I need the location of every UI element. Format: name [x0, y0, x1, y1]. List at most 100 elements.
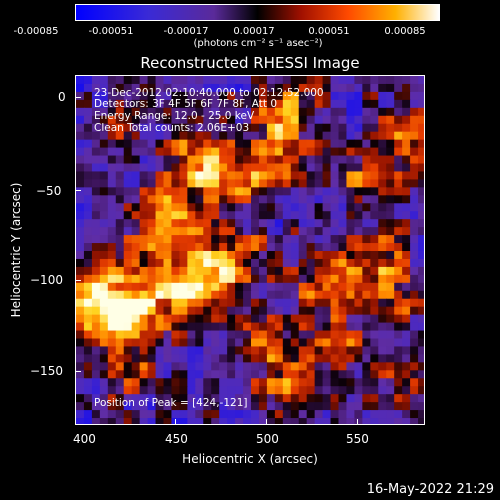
map-pixel — [139, 195, 149, 204]
map-pixel — [115, 266, 125, 276]
map-pixel — [418, 386, 424, 395]
x-tick-mark — [357, 419, 358, 425]
map-pixel — [282, 235, 292, 244]
map-pixel — [314, 83, 324, 93]
map-pixel — [131, 195, 141, 204]
map-pixel — [386, 219, 395, 228]
map-pixel — [171, 163, 180, 173]
map-pixel — [139, 139, 149, 149]
map-pixel — [155, 83, 165, 93]
map-pixel — [330, 378, 340, 387]
map-pixel — [139, 282, 149, 292]
map-pixel — [386, 83, 395, 93]
map-pixel — [314, 131, 324, 141]
map-pixel — [115, 354, 125, 363]
map-pixel — [203, 187, 212, 196]
map-pixel — [171, 354, 180, 363]
map-pixel — [418, 155, 424, 165]
map-pixel — [235, 155, 244, 165]
map-pixel — [274, 171, 284, 180]
map-pixel — [251, 322, 260, 332]
map-pixel — [187, 282, 196, 292]
map-pixel — [314, 410, 324, 419]
map-pixel — [235, 107, 244, 117]
map-pixel — [227, 354, 236, 363]
map-pixel — [76, 99, 85, 109]
map-pixel — [179, 362, 188, 371]
map-pixel — [91, 211, 101, 220]
map-pixel — [386, 386, 395, 395]
map-pixel — [314, 235, 324, 244]
map-pixel — [282, 362, 292, 371]
map-pixel — [338, 274, 348, 284]
map-pixel — [187, 163, 196, 173]
map-pixel — [362, 195, 371, 204]
map-pixel — [179, 306, 188, 316]
map-pixel — [394, 76, 403, 85]
map-pixel — [179, 139, 188, 149]
map-pixel — [298, 235, 308, 244]
map-pixel — [370, 83, 379, 93]
map-pixel — [187, 266, 196, 276]
map-pixel — [235, 386, 244, 395]
map-pixel — [290, 131, 300, 141]
map-pixel — [290, 378, 300, 387]
map-pixel — [227, 370, 236, 379]
map-pixel — [147, 346, 157, 355]
map-pixel — [76, 123, 85, 133]
map-pixel — [203, 171, 212, 180]
map-pixel — [219, 274, 228, 284]
map-pixel — [195, 418, 204, 424]
map-pixel — [91, 306, 101, 316]
map-pixel — [203, 410, 212, 419]
map-pixel — [298, 298, 308, 308]
map-pixel — [298, 354, 308, 363]
map-pixel — [187, 91, 196, 101]
map-pixel — [131, 338, 141, 348]
map-pixel — [418, 211, 424, 220]
map-pixel — [147, 354, 157, 363]
map-pixel — [171, 99, 180, 109]
map-pixel — [91, 258, 101, 268]
map-pixel — [322, 235, 332, 244]
map-pixel — [131, 274, 141, 284]
map-pixel — [282, 394, 292, 403]
map-pixel — [418, 163, 424, 173]
map-pixel — [290, 322, 300, 332]
map-pixel — [378, 139, 387, 149]
map-pixel — [394, 418, 403, 424]
map-pixel — [99, 251, 109, 260]
map-pixel — [354, 91, 363, 101]
map-pixel — [314, 386, 324, 395]
map-pixel — [163, 330, 173, 340]
map-pixel — [258, 243, 268, 252]
map-pixel — [155, 306, 165, 316]
map-pixel — [298, 211, 308, 220]
map-pixel — [91, 91, 101, 101]
map-pixel — [386, 322, 395, 332]
map-pixel — [99, 386, 109, 395]
map-pixel — [179, 314, 188, 324]
map-pixel — [410, 155, 419, 165]
map-pixel — [115, 410, 125, 419]
map-pixel — [187, 235, 196, 244]
map-pixel — [330, 298, 340, 308]
map-pixel — [346, 147, 355, 157]
map-pixel — [187, 314, 196, 324]
map-pixel — [179, 386, 188, 395]
map-pixel — [394, 123, 403, 133]
map-pixel — [107, 115, 117, 125]
map-pixel — [99, 258, 109, 268]
map-pixel — [418, 179, 424, 188]
map-pixel — [107, 394, 117, 403]
map-pixel — [147, 76, 157, 85]
map-pixel — [314, 282, 324, 292]
map-pixel — [290, 139, 300, 149]
map-pixel — [147, 147, 157, 157]
map-pixel — [362, 346, 371, 355]
map-pixel — [266, 203, 276, 212]
map-pixel — [243, 410, 252, 419]
map-pixel — [290, 91, 300, 101]
colorbar-tick: -0.00051 — [88, 26, 134, 37]
map-pixel — [346, 219, 355, 228]
